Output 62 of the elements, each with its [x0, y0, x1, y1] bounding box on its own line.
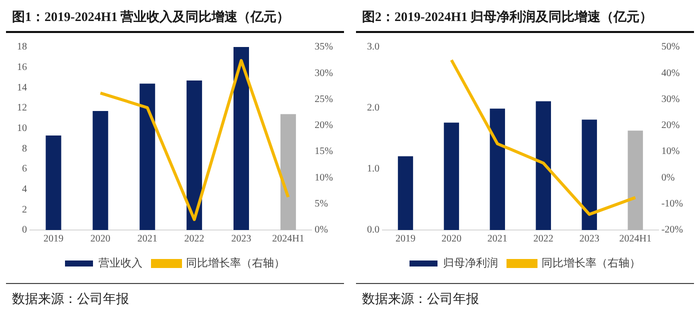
y-tick-label: 8 — [22, 143, 27, 154]
y-tick-label: 10 — [17, 122, 27, 134]
y2-tick-label: 25% — [314, 94, 334, 105]
y2-tick-label: 35% — [314, 42, 334, 53]
chart-title: 图1：2019-2024H1 营业收入及同比增速（亿元） — [6, 0, 344, 33]
bar — [280, 114, 296, 230]
y-tick-label: 16 — [17, 62, 27, 73]
y-tick-label: 0 — [22, 224, 27, 236]
x-tick-label: 2022 — [184, 234, 204, 245]
y-tick-label: 6 — [22, 164, 27, 175]
bar — [46, 135, 62, 230]
y-tick-label: 14 — [17, 82, 27, 94]
y2-tick-label: 40% — [661, 68, 680, 79]
bar — [490, 108, 506, 230]
source-note: 数据来源：公司年报 — [361, 291, 480, 308]
y2-tick-label: 50% — [661, 42, 680, 53]
x-tick-label: 2020 — [441, 234, 462, 245]
y-tick-label: 4 — [22, 184, 27, 195]
y2-tick-label: 10% — [661, 146, 680, 158]
chart-title: 图2：2019-2024H1 归母净利润及同比增速（亿元） — [356, 0, 694, 33]
bar — [628, 130, 643, 230]
x-tick-label: 2019 — [395, 234, 416, 245]
bar — [186, 80, 202, 230]
y2-tick-label: 30% — [661, 94, 680, 105]
y-tick-label: 12 — [17, 102, 27, 114]
bar — [536, 101, 551, 230]
y2-tick-label: 0% — [661, 172, 675, 184]
x-tick-label: 2019 — [43, 234, 64, 245]
bar — [234, 47, 249, 230]
y2-tick-label: 10% — [314, 172, 334, 184]
y-tick-label: 18 — [17, 42, 27, 53]
x-tick-label: 2023 — [579, 234, 600, 245]
y2-tick-label: 20% — [661, 120, 680, 132]
y2-tick-label: 0% — [314, 224, 328, 236]
bar — [444, 122, 460, 230]
y-tick-label: 0.0 — [367, 224, 380, 236]
y2-tick-label: 15% — [314, 146, 334, 158]
y2-tick-label: -20% — [661, 224, 684, 236]
y2-tick-label: 20% — [314, 120, 334, 132]
x-tick-label: 2021 — [137, 234, 158, 245]
x-tick-label: 2024H1 — [272, 234, 304, 245]
y-tick-label: 3.0 — [367, 42, 380, 53]
x-tick-label: 2020 — [90, 234, 110, 245]
x-tick-label: 2024H1 — [619, 234, 652, 245]
y2-tick-label: 30% — [314, 68, 334, 79]
legend-label: 归母净利润 — [443, 256, 498, 270]
x-tick-label: 2022 — [533, 234, 554, 245]
bar — [582, 120, 597, 230]
x-tick-label: 2021 — [487, 234, 508, 245]
legend-label: 营业收入 — [98, 256, 142, 270]
x-tick-label: 2023 — [231, 234, 252, 245]
y2-tick-label: -10% — [661, 198, 684, 210]
y-tick-label: 2 — [22, 204, 27, 216]
y-tick-label: 1.0 — [367, 164, 380, 175]
bar — [92, 111, 108, 230]
y2-tick-label: 5% — [314, 198, 328, 210]
legend-label: 同比增长率（右轴） — [542, 256, 640, 270]
y-tick-label: 2.0 — [367, 102, 380, 114]
source-note: 数据来源：公司年报 — [11, 291, 130, 308]
legend-label: 同比增长率（右轴） — [186, 256, 285, 270]
bar — [140, 84, 156, 230]
bar — [398, 156, 414, 230]
